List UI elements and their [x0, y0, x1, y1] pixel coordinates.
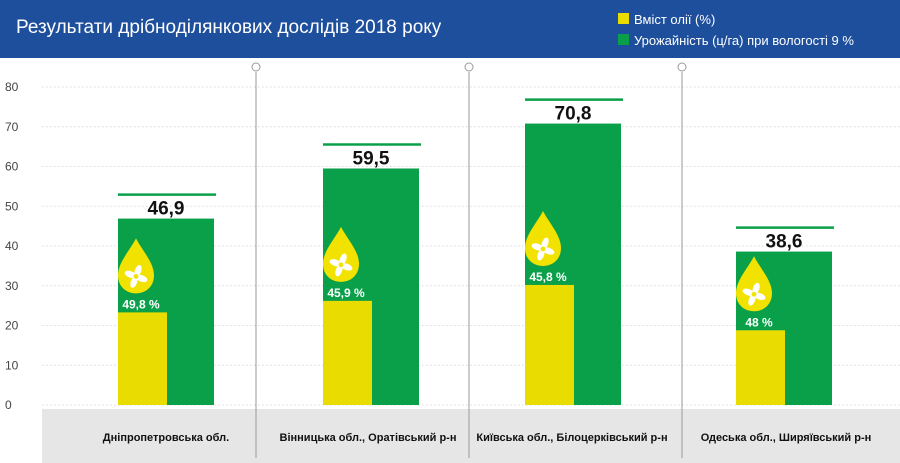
- legend-label-yield: Урожайність (ц/га) при вологості 9 %: [634, 33, 854, 48]
- yield-value-label: 70,8: [555, 104, 592, 125]
- oil-content-label: 45,8 %: [529, 270, 567, 284]
- sunflower-petal: [124, 270, 137, 278]
- oil-content-label: 48 %: [745, 315, 773, 329]
- sunflower-petal: [541, 237, 549, 250]
- legend-swatch-yield: [618, 34, 629, 45]
- y-tick-label: 10: [5, 358, 19, 372]
- category-label: Дніпропетровська обл.: [103, 432, 229, 444]
- category-band: [42, 409, 900, 463]
- sunflower-center: [540, 246, 546, 252]
- y-tick-label: 50: [5, 199, 19, 213]
- chart-title: Результати дрібноділянкових дослідів 201…: [16, 17, 442, 38]
- yield-value-label: 46,9: [148, 199, 185, 220]
- group-divider-marker: [677, 62, 687, 72]
- oil-drop-icon: [736, 256, 772, 312]
- yield-value-label: 38,6: [766, 232, 803, 253]
- sunflower-petal: [531, 243, 544, 251]
- sunflower-petal: [340, 263, 353, 271]
- legend-label-oil: Вміст олії (%): [634, 12, 716, 27]
- sunflower-petal: [752, 282, 760, 295]
- legend-item-oil: Вміст олії (%): [618, 12, 716, 27]
- yield-value-label: 59,5: [353, 148, 390, 169]
- oil-content-bar: [736, 330, 785, 405]
- y-tick-label: 40: [5, 239, 19, 253]
- sunflower-center: [133, 273, 139, 279]
- category-label: Вінницька обл., Оратівський р-н: [280, 432, 457, 444]
- oil-drop-icon: [118, 238, 154, 294]
- sunflower-petal: [542, 247, 555, 255]
- sunflower-petal: [130, 276, 138, 288]
- y-tick-label: 70: [5, 120, 19, 134]
- y-tick-label: 30: [5, 279, 19, 293]
- oil-content-label: 45,9 %: [327, 286, 365, 300]
- chart-header: Результати дрібноділянкових дослідів 201…: [0, 0, 900, 58]
- sunflower-petal: [748, 294, 756, 306]
- group-divider-marker: [464, 62, 474, 72]
- bar-chart: 0 10 20 30 40 50 60 70 80 46,9 49,8 % Дніпропетровс…: [5, 62, 900, 463]
- y-tick-label: 0: [5, 398, 12, 412]
- oil-content-bar: [525, 284, 574, 405]
- sunflower-center: [751, 291, 757, 297]
- sunflower-petal: [135, 274, 148, 283]
- legend-swatch-oil: [618, 13, 629, 24]
- sunflower-petal: [134, 265, 142, 277]
- y-tick-label: 80: [5, 80, 19, 94]
- sunflower-petal: [329, 259, 342, 267]
- legend-item-yield: Урожайність (ц/га) при вологості 9 %: [618, 33, 854, 48]
- sunflower-petal: [753, 292, 766, 300]
- oil-content-bar: [118, 312, 167, 405]
- oil-content-label: 49,8 %: [122, 297, 160, 311]
- category-label: Одеська обл., Ширяївський р-н: [701, 432, 872, 444]
- sunflower-center: [338, 262, 344, 268]
- group-divider-marker: [251, 62, 261, 72]
- sunflower-petal: [335, 264, 343, 277]
- sunflower-petal: [339, 253, 347, 265]
- category-label: Київська обл., Білоцерківський р-н: [476, 432, 667, 444]
- y-tick-label: 20: [5, 319, 19, 333]
- oil-drop-icon: [525, 210, 561, 266]
- y-tick-label: 60: [5, 160, 19, 174]
- sunflower-petal: [742, 288, 755, 296]
- sunflower-petal: [537, 248, 545, 261]
- oil-drop-icon: [323, 226, 359, 282]
- oil-content-bar: [323, 300, 372, 405]
